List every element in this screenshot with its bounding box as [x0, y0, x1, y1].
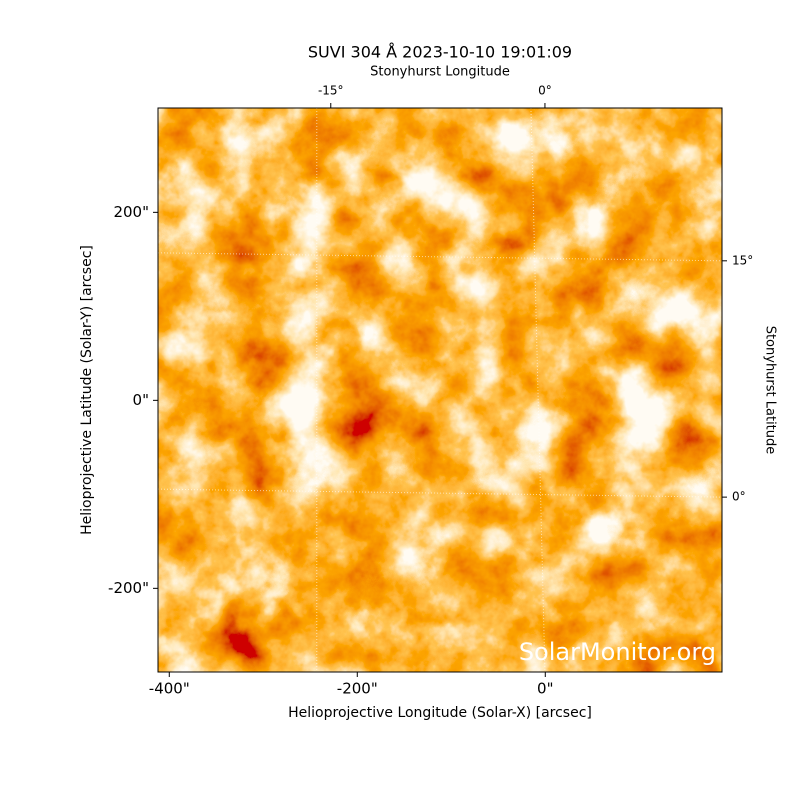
y-axis-label: Helioprojective Latitude (Solar-Y) [arcs…	[79, 245, 95, 535]
y2-tick-label: 15°	[732, 253, 753, 267]
y2-axis-label: Stonyhurst Latitude	[763, 326, 778, 455]
x2-tick-label: -15°	[318, 84, 344, 98]
grid-line	[530, 108, 546, 672]
x-axis-label: Helioprojective Longitude (Solar-X) [arc…	[288, 705, 592, 721]
grid-line	[158, 252, 722, 262]
x2-tick-label: 0°	[538, 84, 552, 98]
plot-frame	[157, 107, 723, 673]
x-tick-label: 0"	[537, 680, 553, 698]
x-tick-label: -400"	[149, 680, 190, 698]
chart-title: SUVI 304 Å 2023-10-10 19:01:09	[308, 43, 572, 62]
solar-image	[158, 108, 722, 672]
y-tick-label: -200"	[108, 579, 149, 597]
x2-axis-label: Stonyhurst Longitude	[370, 65, 510, 80]
y-tick-label: 200"	[113, 203, 149, 221]
x-tick-label: -200"	[337, 680, 378, 698]
watermark: SolarMonitor.org	[519, 638, 716, 666]
y-tick-label: 0"	[133, 391, 149, 409]
grid-line	[158, 488, 722, 498]
y2-tick-label: 0°	[732, 490, 746, 504]
